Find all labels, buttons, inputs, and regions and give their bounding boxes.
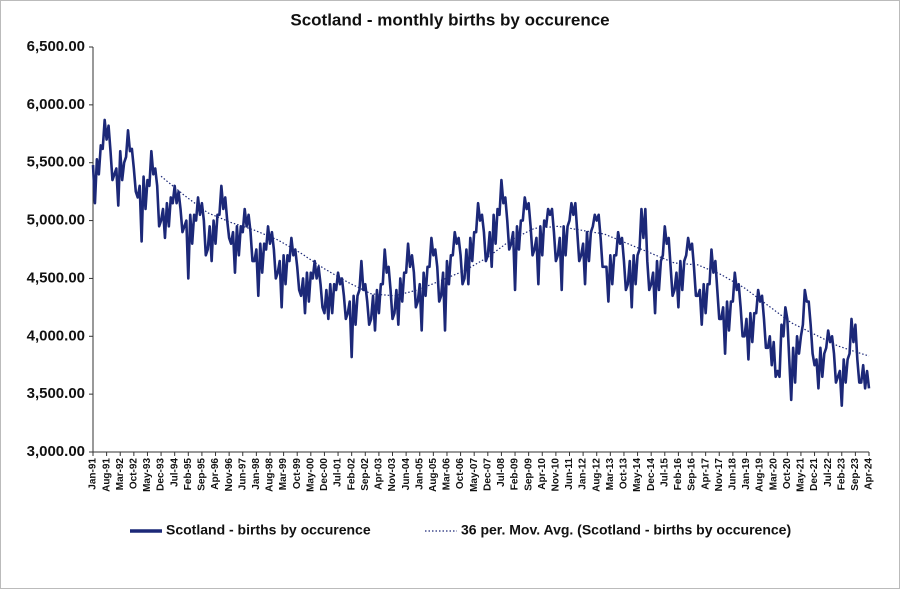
x-tick-label: Mar-99: [278, 458, 289, 491]
x-tick-label: Aug-05: [428, 458, 439, 492]
x-tick-label: Apr-96: [210, 458, 221, 490]
x-tick-label: Jan-12: [578, 458, 589, 490]
x-tick-label: Feb-95: [183, 458, 194, 491]
x-tick-label: Sep-95: [197, 458, 208, 491]
y-tick-label: 3,000.00: [27, 443, 85, 460]
x-tick-label: Jun-11: [564, 458, 575, 490]
x-tick-label: May-21: [796, 458, 807, 492]
x-tick-label: Dec-93: [156, 458, 167, 491]
x-tick-label: Jul-94: [169, 458, 180, 487]
x-tick-label: Apr-17: [700, 458, 711, 490]
x-tick-label: Feb-23: [836, 458, 847, 491]
x-tick-label: Apr-24: [864, 458, 875, 490]
x-tick-label: Oct-06: [455, 458, 466, 490]
x-tick-label: Aug-91: [101, 458, 112, 492]
x-tick-label: Jan-98: [251, 458, 262, 490]
x-tick-label: Oct-20: [782, 458, 793, 490]
x-tick-label: May-07: [469, 458, 480, 492]
x-tick-label: Oct-92: [128, 458, 139, 490]
x-tick-label: Nov-10: [551, 458, 562, 492]
x-tick-label: Nov-03: [387, 458, 398, 492]
x-tick-label: Sep-02: [360, 458, 371, 491]
y-tick-label: 4,000.00: [27, 327, 85, 344]
x-tick-label: Jul-01: [333, 458, 344, 487]
chart-title: Scotland - monthly births by occurence: [290, 10, 609, 29]
x-tick-label: Oct-13: [619, 458, 630, 490]
x-tick-label: Jul-15: [659, 458, 670, 487]
x-tick-label: Sep-23: [850, 458, 861, 491]
x-tick-label: Dec-14: [646, 458, 657, 491]
x-tick-label: Aug-12: [591, 458, 602, 492]
x-tick-label: May-93: [142, 458, 153, 492]
x-tick-label: Feb-09: [510, 458, 521, 491]
x-tick-label: Mar-92: [115, 458, 126, 491]
x-tick-label: May-00: [305, 458, 316, 492]
x-tick-label: Jun-97: [237, 458, 248, 491]
x-tick-label: Jan-19: [741, 458, 752, 490]
x-tick-label: Sep-09: [523, 458, 534, 491]
x-tick-label: Nov-96: [224, 458, 235, 492]
x-tick-label: Dec-00: [319, 458, 330, 491]
x-tick-label: Jan-05: [414, 458, 425, 490]
x-tick-label: Dec-21: [809, 458, 820, 491]
x-tick-label: Feb-02: [346, 458, 357, 491]
x-tick-label: Jun-18: [728, 458, 739, 491]
legend-label: 36 per. Mov. Avg. (Scotland - births by …: [461, 522, 791, 538]
y-tick-label: 6,000.00: [27, 96, 85, 113]
x-tick-label: Oct-99: [292, 458, 303, 490]
x-tick-label: Apr-03: [374, 458, 385, 490]
y-tick-label: 5,000.00: [27, 212, 85, 229]
x-tick-label: Feb-16: [673, 458, 684, 491]
series-line: [91, 118, 871, 408]
x-tick-label: Jul-22: [823, 458, 834, 487]
y-tick-label: 3,500.00: [27, 385, 85, 402]
y-tick-label: 6,500.00: [27, 38, 85, 55]
y-tick-label: 4,500.00: [27, 269, 85, 286]
x-tick-label: Nov-17: [714, 458, 725, 492]
x-tick-label: Mar-06: [442, 458, 453, 491]
x-tick-label: May-14: [632, 458, 643, 492]
x-tick-label: Jun-04: [401, 458, 412, 491]
y-tick-label: 5,500.00: [27, 154, 85, 171]
x-tick-label: Jul-08: [496, 458, 507, 487]
x-tick-label: Aug-19: [755, 458, 766, 492]
x-tick-label: Apr-10: [537, 458, 548, 490]
x-tick-label: Mar-20: [768, 458, 779, 491]
legend-label: Scotland - births by occurence: [166, 522, 371, 538]
x-tick-label: Jan-91: [88, 458, 99, 490]
x-tick-label: Mar-13: [605, 458, 616, 491]
x-tick-label: Aug-98: [265, 458, 276, 492]
x-tick-label: Sep-16: [687, 458, 698, 491]
x-tick-label: Dec-07: [482, 458, 493, 491]
